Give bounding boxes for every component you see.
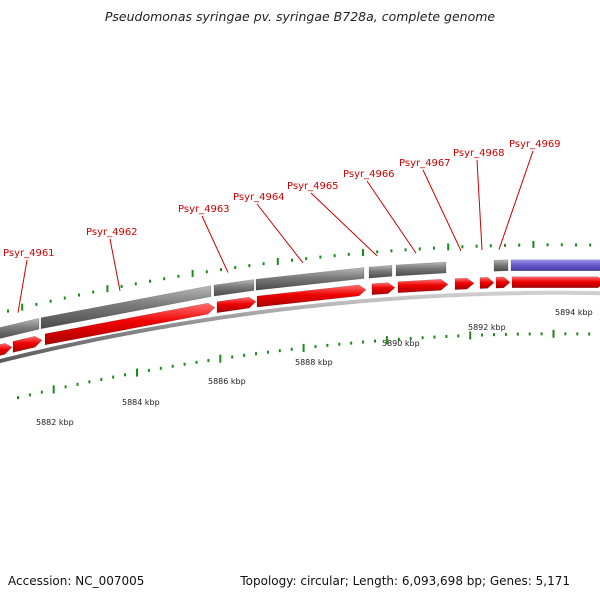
gene-block	[368, 265, 393, 279]
gene-callout-line	[498, 150, 534, 250]
gene-callout-line	[256, 203, 304, 264]
outer-tick-row	[7, 240, 592, 313]
gene-label[interactable]: Psyr_4962	[86, 227, 138, 238]
gene-callout-line	[109, 238, 121, 291]
cds-arrow	[256, 284, 367, 308]
gene-label[interactable]: Psyr_4964	[233, 192, 285, 203]
backbone-layer	[0, 290, 600, 364]
cds-arrow	[454, 277, 475, 290]
axis-tick-label: 5892 kbp	[468, 323, 506, 332]
gene-callout-line	[310, 192, 378, 257]
cds-arrow	[371, 282, 396, 296]
axis-tick-label: 5882 kbp	[36, 418, 74, 427]
gene-callout-line	[201, 215, 229, 273]
page-title: Pseudomonas syringae pv. syringae B728a,…	[104, 9, 496, 24]
axis-tick-label: 5886 kbp	[208, 377, 246, 386]
gene-label[interactable]: Psyr_4968	[453, 148, 505, 159]
axis-label-layer: 5882 kbp 5884 kbp 5886 kbp 5888 kbp 5890 kbp…	[36, 308, 593, 427]
inner-tick-row	[17, 329, 591, 400]
gene-callout-layer: Psyr_4961Psyr_4962Psyr_4963Psyr_4964Psyr…	[3, 139, 561, 313]
axis-tick-label: 5888 kbp	[295, 358, 333, 367]
gene-label[interactable]: Psyr_4965	[287, 181, 339, 192]
cds-arrow	[216, 296, 257, 313]
gene-label[interactable]: Psyr_4961	[3, 248, 55, 259]
gene-block	[0, 317, 40, 339]
gene-block	[493, 259, 509, 272]
cds-arrow	[0, 343, 13, 356]
gene-label[interactable]: Psyr_4967	[399, 158, 451, 169]
gene-block	[395, 261, 447, 277]
gene-block	[40, 285, 212, 330]
genome-summary-text: Topology: circular; Length: 6,093,698 bp…	[240, 574, 570, 588]
genome-backbone	[0, 290, 600, 364]
gene-callout-line	[422, 169, 462, 252]
cds-arrow	[397, 278, 449, 294]
gene-block	[213, 279, 255, 297]
axis-tick-label: 5890 kbp	[382, 339, 420, 348]
gene-callout-line	[17, 259, 28, 313]
gene-callout-line	[366, 180, 417, 254]
gene-label[interactable]: Psyr_4963	[178, 204, 230, 215]
gene-callout-line	[476, 159, 483, 251]
axis-tick-label: 5894 kbp	[555, 308, 593, 317]
cds-arrow	[44, 302, 216, 346]
gene-label[interactable]: Psyr_4966	[343, 169, 395, 180]
gene-label[interactable]: Psyr_4969	[509, 139, 561, 150]
cds-arrow	[12, 335, 43, 353]
cds-arrow	[495, 276, 511, 289]
cds-arrow	[479, 277, 495, 289]
accession-text: Accession: NC_007005	[8, 574, 145, 588]
axis-tick-label: 5884 kbp	[122, 398, 160, 407]
feature-layer	[0, 259, 600, 356]
gene-block	[255, 267, 365, 291]
cds-arrow	[511, 276, 600, 288]
repeat-region-block	[510, 259, 600, 272]
